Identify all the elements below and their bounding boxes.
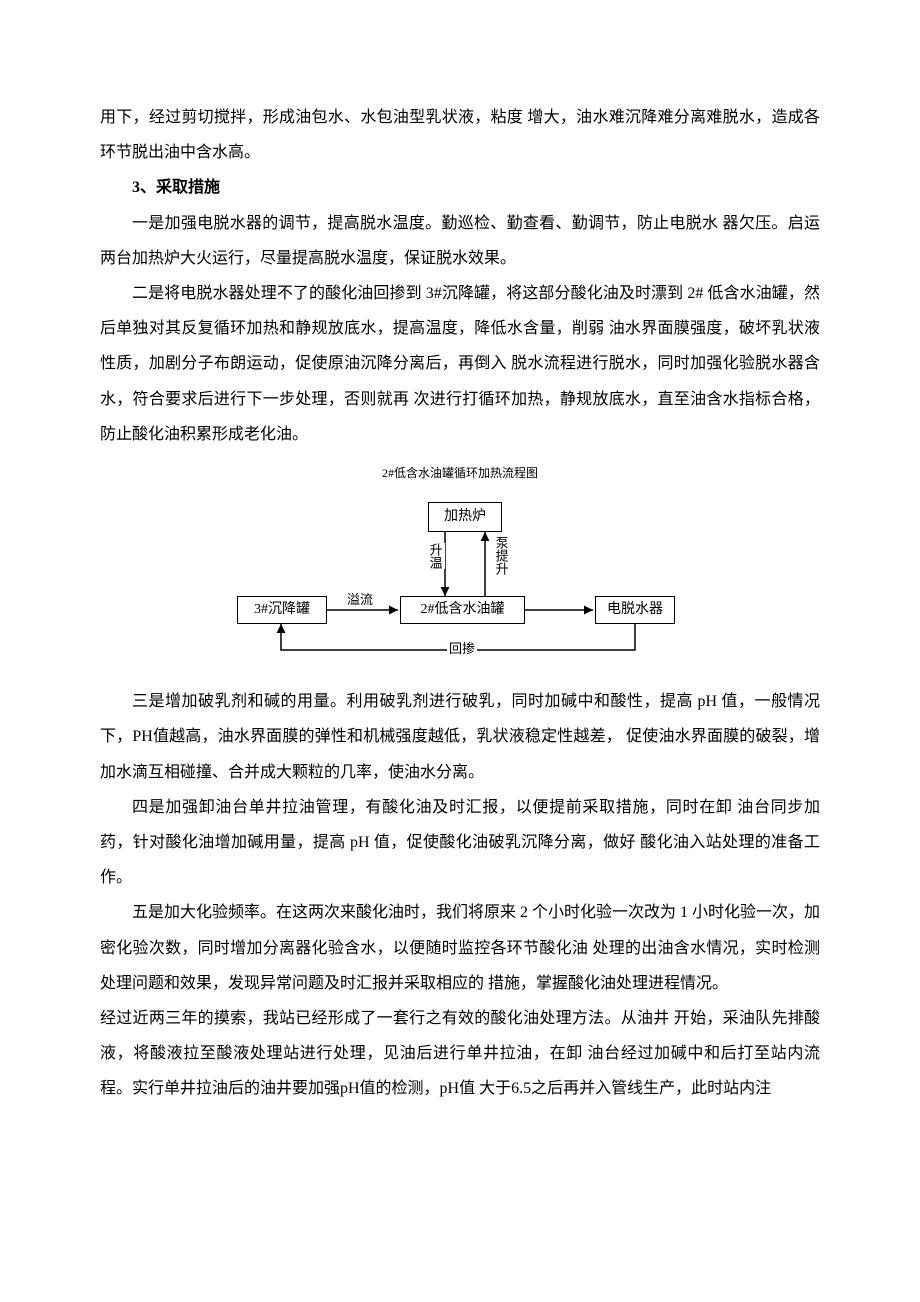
edge-recycle-label: 回掺	[447, 641, 477, 657]
edge-overflow-label: 溢流	[345, 592, 375, 608]
node-heater-label: 加热炉	[444, 502, 486, 533]
paragraph-1: 用下，经过剪切搅拌，形成油包水、水包油型乳状液，粘度 增大，油水难沉降难分离难脱…	[100, 100, 820, 170]
paragraph-6: 五是加大化验频率。在这两次来酸化油时，我们将原来 2 个小时化验一次改为 1 小…	[100, 895, 820, 1001]
node-dehydrator: 电脱水器	[595, 596, 675, 624]
edge-pump-label: 泵提升	[491, 536, 511, 575]
flowchart: 加热炉 3#沉降罐 2#低含水油罐 电脱水器 溢流 升温 泵提升 回掺	[235, 498, 685, 668]
paragraph-5: 四是加强卸油台单井拉油管理，有酸化油及时汇报，以便提前采取措施，同时在卸 油台同…	[100, 790, 820, 896]
node-tank2: 2#低含水油罐	[400, 596, 525, 624]
paragraph-4: 三是增加破乳剂和碱的用量。利用破乳剂进行破乳，同时加碱中和酸性，提高 pH 值，…	[100, 684, 820, 790]
paragraph-7: 经过近两三年的摸索，我站已经形成了一套行之有效的酸化油处理方法。从油井 开始，采…	[100, 1001, 820, 1107]
node-tank3-label: 3#沉降罐	[254, 595, 310, 626]
edge-heatup-label: 升温	[425, 543, 445, 569]
flowchart-container: 加热炉 3#沉降罐 2#低含水油罐 电脱水器 溢流 升温 泵提升 回掺	[100, 498, 820, 668]
node-heater: 加热炉	[428, 502, 502, 532]
paragraph-3: 二是将电脱水器处理不了的酸化油回掺到 3#沉降罐，将这部分酸化油及时漂到 2# …	[100, 276, 820, 452]
node-dehydrator-label: 电脱水器	[607, 595, 663, 626]
node-tank3: 3#沉降罐	[237, 596, 327, 624]
paragraph-2: 一是加强电脱水器的调节，提高脱水温度。勤巡检、勤查看、勤调节，防止电脱水 器欠压…	[100, 206, 820, 276]
node-tank2-label: 2#低含水油罐	[421, 595, 505, 626]
diagram-title: 2#低含水油罐循环加热流程图	[100, 460, 820, 486]
section-3-title: 3、采取措施	[100, 170, 820, 205]
